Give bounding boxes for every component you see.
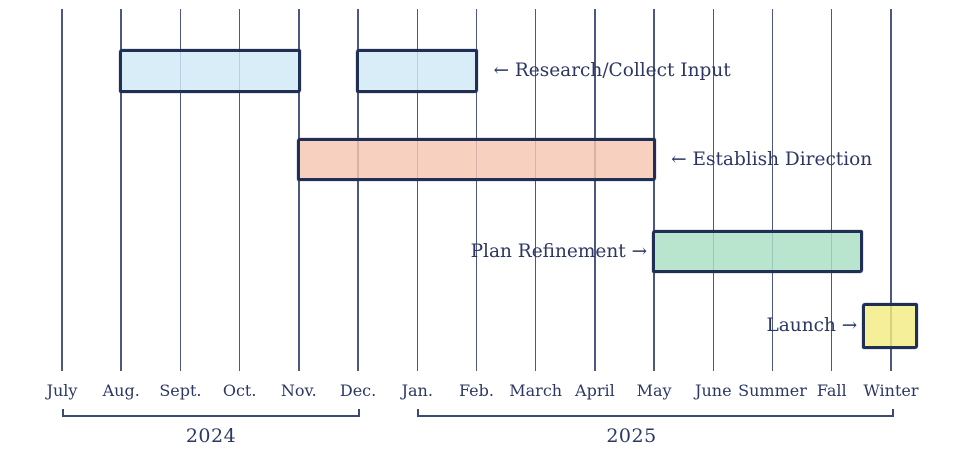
task-label-research-collect-input: ← Research/Collect Input	[493, 60, 731, 81]
task-label-establish-direction: ← Establish Direction	[671, 148, 873, 170]
month-gridline-fall	[830, 9, 833, 371]
month-label-feb: Feb.	[458, 381, 494, 400]
month-gridline-summer	[771, 9, 774, 371]
month-gridline-sept	[179, 9, 182, 371]
month-label-oct: Oct.	[222, 381, 257, 400]
year-bracket-2024	[62, 409, 360, 417]
month-label-dec: Dec.	[339, 381, 377, 400]
month-label-july: July	[46, 381, 78, 400]
month-label-summer: Summer	[738, 381, 807, 400]
month-gridline-dec	[357, 9, 359, 371]
task-label-launch: Launch →	[766, 315, 858, 336]
task-bar-launch	[862, 303, 918, 349]
month-label-march: March	[509, 381, 563, 400]
month-label-nov: Nov.	[280, 381, 317, 400]
month-label-jan: Jan.	[401, 381, 433, 400]
year-label-2024: 2024	[185, 425, 237, 447]
month-gridline-aug	[120, 9, 122, 371]
task-bar-establish-direction	[296, 138, 657, 181]
month-gridline-oct	[238, 9, 241, 371]
month-gridline-nov	[298, 9, 300, 371]
month-gridline-winter	[890, 9, 892, 371]
task-bar-research-collect-input-segment-1	[119, 49, 301, 93]
month-label-winter: Winter	[863, 381, 919, 400]
task-label-plan-refinement: Plan Refinement →	[470, 240, 648, 262]
month-gridline-june	[712, 9, 715, 371]
year-bracket-2025	[417, 409, 894, 417]
year-label-2025: 2025	[606, 425, 657, 447]
month-label-fall: Fall	[816, 381, 847, 400]
month-label-sept: Sept.	[159, 381, 202, 400]
month-label-june: June	[695, 381, 732, 400]
month-gridline-april	[594, 9, 596, 371]
month-gridline-march	[534, 9, 537, 371]
month-label-aug: Aug.	[102, 381, 140, 400]
month-label-may: May	[636, 381, 672, 400]
month-label-april: April	[575, 381, 615, 400]
task-bar-research-collect-input-segment-2	[356, 49, 479, 93]
month-gridline-may	[653, 9, 655, 371]
task-bar-plan-refinement	[652, 230, 864, 273]
month-gridline-jan	[416, 9, 418, 371]
month-gridline-feb	[475, 9, 478, 371]
month-gridline-july	[61, 9, 63, 371]
